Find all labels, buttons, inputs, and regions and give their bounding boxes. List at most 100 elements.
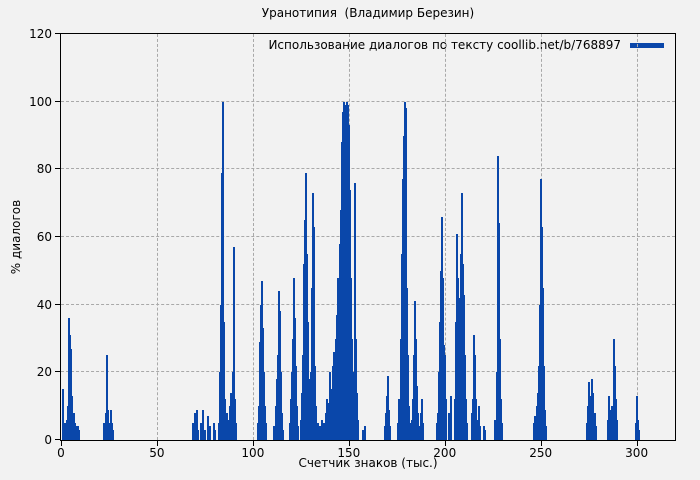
data-impulse	[273, 426, 276, 440]
data-impulse	[419, 412, 422, 440]
data-impulse	[544, 409, 547, 440]
data-impulse	[335, 314, 338, 440]
data-impulse	[443, 355, 446, 440]
data-impulse	[200, 423, 203, 440]
data-impulse	[356, 392, 359, 440]
data-impulse	[436, 412, 439, 440]
y-tick-label: 20	[36, 365, 52, 380]
data-impulse	[636, 396, 639, 440]
data-impulse	[197, 429, 200, 440]
data-impulse	[64, 423, 67, 440]
data-impulse	[334, 338, 337, 440]
data-impulse	[228, 406, 231, 440]
data-impulse	[226, 419, 229, 440]
data-impulse	[420, 399, 423, 440]
data-impulse	[389, 426, 392, 440]
legend-swatch	[630, 42, 664, 48]
data-impulse	[473, 355, 476, 440]
legend-label: Использование диалогов по тексту coollib…	[268, 38, 621, 52]
data-impulse	[354, 182, 357, 440]
data-impulse	[234, 399, 237, 440]
data-impulse	[401, 179, 404, 440]
data-impulse	[322, 423, 325, 440]
data-impulse	[483, 429, 486, 440]
data-impulse	[333, 352, 336, 440]
data-impulse	[532, 423, 535, 440]
data-impulse	[193, 412, 196, 440]
chart-title: Уранотипия (Владимир Березин)	[261, 6, 475, 20]
data-impulse	[435, 423, 438, 440]
data-impulse	[475, 399, 478, 440]
data-impulse	[388, 409, 391, 440]
data-impulse	[103, 423, 106, 440]
data-impulse	[495, 372, 498, 440]
x-gridline	[636, 34, 638, 440]
data-impulse	[348, 189, 351, 440]
data-impulse	[357, 419, 360, 440]
x-tick-mark	[348, 440, 350, 446]
data-impulse	[339, 209, 342, 440]
x-tick-label: 100	[241, 446, 265, 460]
data-impulse	[281, 429, 284, 440]
y-tick-label: 0	[44, 433, 52, 447]
data-impulse	[214, 429, 217, 440]
data-impulse	[399, 338, 402, 440]
data-impulse	[590, 406, 593, 440]
data-impulse	[482, 426, 485, 440]
data-impulse	[327, 402, 330, 440]
data-impulse	[454, 321, 457, 440]
data-impulse	[111, 429, 114, 440]
x-gridline	[156, 34, 158, 440]
x-axis-title: Счетчик знаков (тыс.)	[298, 456, 438, 470]
data-impulse	[545, 426, 548, 440]
data-impulse	[610, 423, 613, 440]
data-impulse	[324, 412, 327, 440]
data-impulse	[192, 423, 195, 440]
data-impulse	[615, 419, 618, 440]
data-impulse	[195, 409, 198, 440]
data-impulse	[225, 412, 228, 440]
data-impulse	[347, 125, 350, 440]
data-impulse	[69, 348, 72, 440]
data-impulse	[477, 406, 480, 440]
data-impulse	[383, 426, 386, 440]
x-tick-label: 0	[57, 446, 65, 460]
data-impulse	[543, 365, 546, 440]
data-impulse	[338, 243, 341, 440]
data-impulse	[107, 409, 110, 440]
y-gridline	[61, 371, 675, 373]
y-gridline	[61, 303, 675, 305]
data-impulse	[326, 399, 329, 440]
data-impulse	[340, 142, 343, 440]
x-tick-label: 150	[337, 446, 361, 460]
legend: Использование диалогов по тексту coollib…	[268, 38, 664, 52]
data-impulse	[330, 389, 333, 440]
data-impulse	[408, 406, 411, 440]
data-impulse	[329, 372, 332, 440]
y-tick-label: 80	[36, 162, 52, 177]
data-impulse	[494, 419, 497, 440]
data-impulse	[316, 423, 319, 440]
data-impulse	[470, 412, 473, 440]
data-impulse	[104, 412, 107, 440]
data-impulse	[542, 287, 545, 440]
data-impulse	[61, 389, 64, 440]
data-impulse	[344, 105, 347, 440]
data-impulse	[260, 304, 263, 440]
data-impulse	[300, 392, 303, 440]
data-impulse	[320, 419, 323, 440]
data-impulse	[337, 277, 340, 440]
x-tick-label: 50	[149, 446, 165, 460]
data-impulse	[355, 338, 358, 440]
plot-area: Использование диалогов по тексту coollib…	[29, 28, 676, 459]
y-tick-mark	[55, 303, 61, 305]
y-tick-mark	[55, 371, 61, 373]
data-impulse	[295, 406, 298, 440]
data-impulse	[609, 409, 612, 440]
data-impulse	[450, 396, 453, 440]
data-impulse	[362, 429, 365, 440]
data-impulse	[230, 392, 233, 440]
data-impulse	[447, 412, 450, 440]
x-tick-label: 250	[529, 446, 553, 460]
data-impulse	[593, 412, 596, 440]
